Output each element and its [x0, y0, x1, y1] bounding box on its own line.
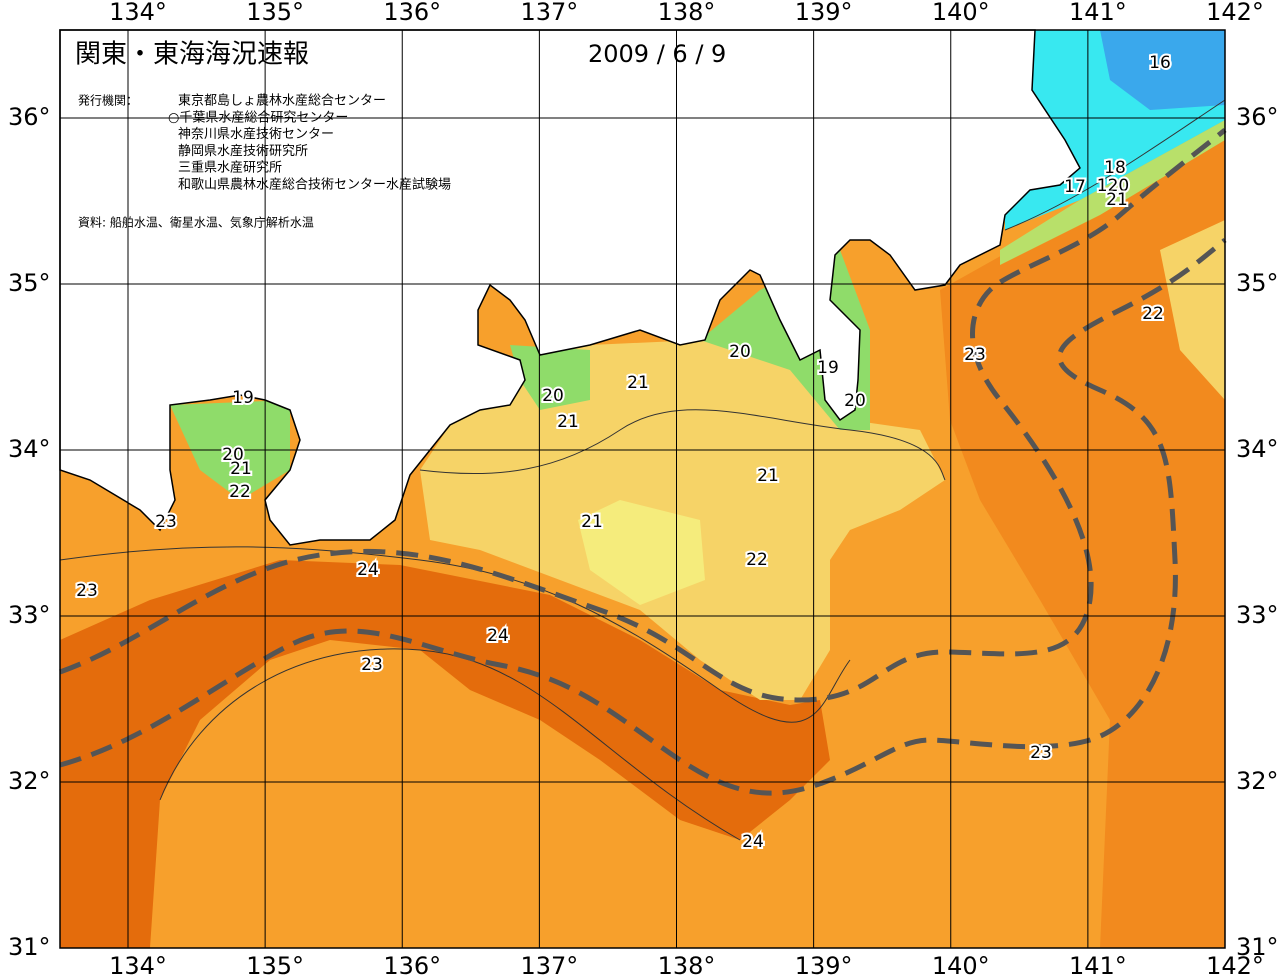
contour-label: 120	[1097, 176, 1129, 196]
contour-label: 23	[76, 581, 98, 601]
contour-label: 19	[817, 358, 839, 378]
contour-label: 20	[542, 386, 564, 406]
isotherms	[59, 99, 1226, 841]
lon-label-bottom: 140°	[932, 952, 990, 980]
publisher: 静岡県水産技術研究所	[178, 143, 308, 159]
contour-label: 23	[964, 345, 986, 365]
lat-label-left: 36°	[8, 103, 51, 131]
lon-label-bottom: 141°	[1069, 952, 1127, 980]
contour-label: 20	[729, 342, 751, 362]
contour-label: 18	[1104, 158, 1126, 178]
lon-label-bottom: 134°	[109, 952, 167, 980]
lon-label-bottom: 135°	[246, 952, 304, 980]
contour-label: 24	[357, 560, 379, 580]
lon-label-bottom: 139°	[795, 952, 853, 980]
isotherm	[159, 648, 741, 841]
contour-label: 21	[581, 512, 603, 532]
lat-label-left: 33°	[8, 601, 51, 629]
contour-label: 22	[229, 482, 251, 502]
lat-label-right: 36°	[1236, 103, 1279, 131]
lat-label-right: 32°	[1236, 767, 1279, 795]
kuroshio-axis	[59, 238, 1227, 796]
contour-label: 22	[746, 550, 768, 570]
contour-label: 21	[627, 373, 649, 393]
contour-label: 21	[757, 466, 779, 486]
publisher-label: 発行機関：	[78, 93, 138, 108]
lon-label-top: 134°	[109, 0, 167, 26]
contour-label: 24	[487, 626, 509, 646]
lat-label-left: 32°	[8, 767, 51, 795]
data-source: 資料: 船舶水温、衛星水温、気象庁解析水温	[78, 215, 314, 230]
contour-label: 23	[1030, 743, 1052, 763]
sea-24-east	[940, 130, 1225, 948]
publisher: 神奈川県水産技術センター	[178, 126, 334, 142]
lon-label-top: 138°	[658, 0, 716, 26]
isotherm	[59, 546, 851, 723]
lon-label-bottom: 138°	[658, 952, 716, 980]
lon-label-top: 142°	[1206, 0, 1264, 26]
sea-20-ise	[510, 345, 590, 410]
publisher: ○千葉県水産総合研究センター	[168, 109, 348, 125]
sea-24-band	[60, 560, 830, 948]
publisher: 和歌山県農林水産総合技術センター水産試験場	[178, 177, 451, 193]
kuroshio-axes	[59, 128, 1227, 796]
land	[59, 29, 1081, 546]
lon-label-bottom: 142°	[1206, 952, 1264, 980]
lon-label-top: 136°	[383, 0, 441, 26]
contour-label: 21	[557, 412, 579, 432]
publisher: 東京都島しょ農林水産総合センター	[178, 93, 386, 109]
publishers: 東京都島しょ農林水産総合センター○千葉県水産総合研究センター神奈川県水産技術セン…	[168, 93, 451, 193]
contour-label: 23	[361, 655, 383, 675]
lon-label-top: 135°	[246, 0, 304, 26]
contour-label: 22	[1142, 304, 1164, 324]
contour-label: 24	[742, 832, 764, 852]
lat-label-right: 34°	[1236, 435, 1279, 463]
publisher: 三重県水産研究所	[178, 160, 282, 176]
sea-16-ne	[1100, 30, 1225, 110]
lat-label-right: 31°	[1236, 933, 1279, 961]
contour-label: 19	[232, 388, 254, 408]
sea-20-patch	[578, 500, 705, 605]
lat-label-left: 35°	[8, 269, 51, 297]
isotherm	[1004, 99, 1226, 231]
contour-label: 16	[1149, 53, 1171, 73]
map-frame	[59, 29, 1226, 949]
sea-19-ne	[1000, 120, 1225, 265]
lon-label-bottom: 137°	[520, 952, 578, 980]
lon-label-top: 139°	[795, 0, 853, 26]
contour-label: 20	[222, 445, 244, 465]
lat-label-left: 31°	[8, 933, 51, 961]
contour-label: 20	[844, 391, 866, 411]
contour-label: 21	[1106, 190, 1128, 210]
lon-label-bottom: 136°	[383, 952, 441, 980]
kuroshio-axis	[59, 128, 1227, 703]
map-title: 関東・東海海況速報	[75, 40, 309, 70]
isotherm	[419, 409, 946, 481]
contour-label: 23	[155, 512, 177, 532]
lon-label-top: 137°	[520, 0, 578, 26]
contour-label: 21	[230, 459, 252, 479]
lat-label-right: 35°	[1236, 269, 1279, 297]
map-date: 2009 / 6 / 9	[588, 40, 726, 68]
lon-label-top: 140°	[932, 0, 990, 26]
contour-label: 17	[1064, 177, 1086, 197]
lat-label-left: 34°	[8, 435, 51, 463]
lat-label-right: 33°	[1236, 601, 1279, 629]
lon-label-top: 141°	[1069, 0, 1127, 26]
sea-22-ne	[1160, 220, 1225, 400]
